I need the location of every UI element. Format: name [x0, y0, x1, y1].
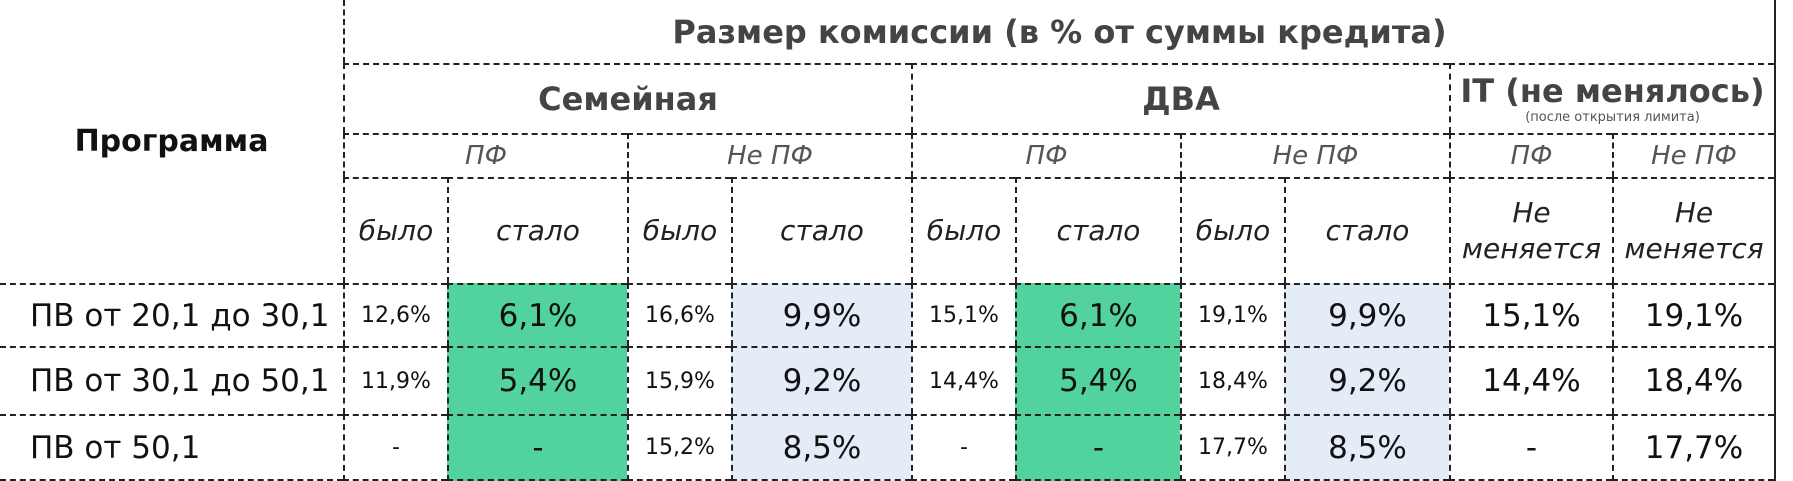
- sub-label-stalo: стало: [731, 177, 911, 283]
- row-label: ПВ от 30,1 до 50,1: [0, 346, 343, 414]
- table-cell: 17,7%: [1180, 414, 1284, 481]
- table-cell: 9,9%: [731, 283, 911, 346]
- table-cell: 9,2%: [731, 346, 911, 414]
- program-header: Программа: [0, 0, 343, 283]
- row-label: ПВ от 20,1 до 30,1: [0, 283, 343, 346]
- table-cell: 15,1%: [1449, 283, 1612, 346]
- table-cell: 5,4%: [447, 346, 627, 414]
- sub-label-bylo: было: [343, 177, 447, 283]
- table-cell: 19,1%: [1612, 283, 1774, 346]
- sub-label-stalo: стало: [1015, 177, 1180, 283]
- row-label: ПВ от 50,1: [0, 414, 343, 481]
- table-cell: 12,6%: [343, 283, 447, 346]
- pf-label: ПФ: [343, 133, 627, 177]
- table-cell: 5,4%: [1015, 346, 1180, 414]
- table-cell: -: [343, 414, 447, 481]
- table-cell: 6,1%: [447, 283, 627, 346]
- sub-label-stalo: стало: [447, 177, 627, 283]
- table-cell: -: [447, 414, 627, 481]
- sub-label-bylo: было: [627, 177, 731, 283]
- group-semeynaya: Семейная: [343, 63, 911, 133]
- sub-label-bylo: было: [911, 177, 1015, 283]
- pf-label: ПФ: [1449, 133, 1612, 177]
- table-cell: -: [1449, 414, 1612, 481]
- sub-label-bylo: было: [1180, 177, 1284, 283]
- table-cell: 8,5%: [731, 414, 911, 481]
- table-cell: 16,6%: [627, 283, 731, 346]
- sub-label-unchanged: Не меняется: [1449, 177, 1612, 283]
- group-it: IT (не менялось) (после открытия лимита): [1449, 63, 1774, 133]
- table-cell: 18,4%: [1612, 346, 1774, 414]
- table-cell: 8,5%: [1284, 414, 1449, 481]
- table-cell: 19,1%: [1180, 283, 1284, 346]
- group-it-note: (после открытия лимита): [1525, 109, 1700, 125]
- table-cell: -: [911, 414, 1015, 481]
- table-cell: 6,1%: [1015, 283, 1180, 346]
- non-pf-label: Не ПФ: [1180, 133, 1449, 177]
- table-cell: 11,9%: [343, 346, 447, 414]
- table-cell: 15,9%: [627, 346, 731, 414]
- group-dva: ДВА: [911, 63, 1449, 133]
- main-title: Размер комиссии (в % от суммы кредита): [343, 0, 1774, 63]
- sub-label-unchanged: Не меняется: [1612, 177, 1774, 283]
- non-pf-label: Не ПФ: [1612, 133, 1774, 177]
- table-cell: 18,4%: [1180, 346, 1284, 414]
- table-cell: 15,2%: [627, 414, 731, 481]
- group-it-title: IT (не менялось): [1460, 71, 1765, 110]
- right-edge: [1774, 0, 1793, 481]
- table-cell: 14,4%: [911, 346, 1015, 414]
- table-cell: 17,7%: [1612, 414, 1774, 481]
- table-cell: 14,4%: [1449, 346, 1612, 414]
- table-cell: 9,9%: [1284, 283, 1449, 346]
- table-cell: -: [1015, 414, 1180, 481]
- sub-label-stalo: стало: [1284, 177, 1449, 283]
- non-pf-label: Не ПФ: [627, 133, 911, 177]
- table-cell: 15,1%: [911, 283, 1015, 346]
- program-label: Программа: [74, 124, 269, 159]
- table-cell: 9,2%: [1284, 346, 1449, 414]
- pf-label: ПФ: [911, 133, 1180, 177]
